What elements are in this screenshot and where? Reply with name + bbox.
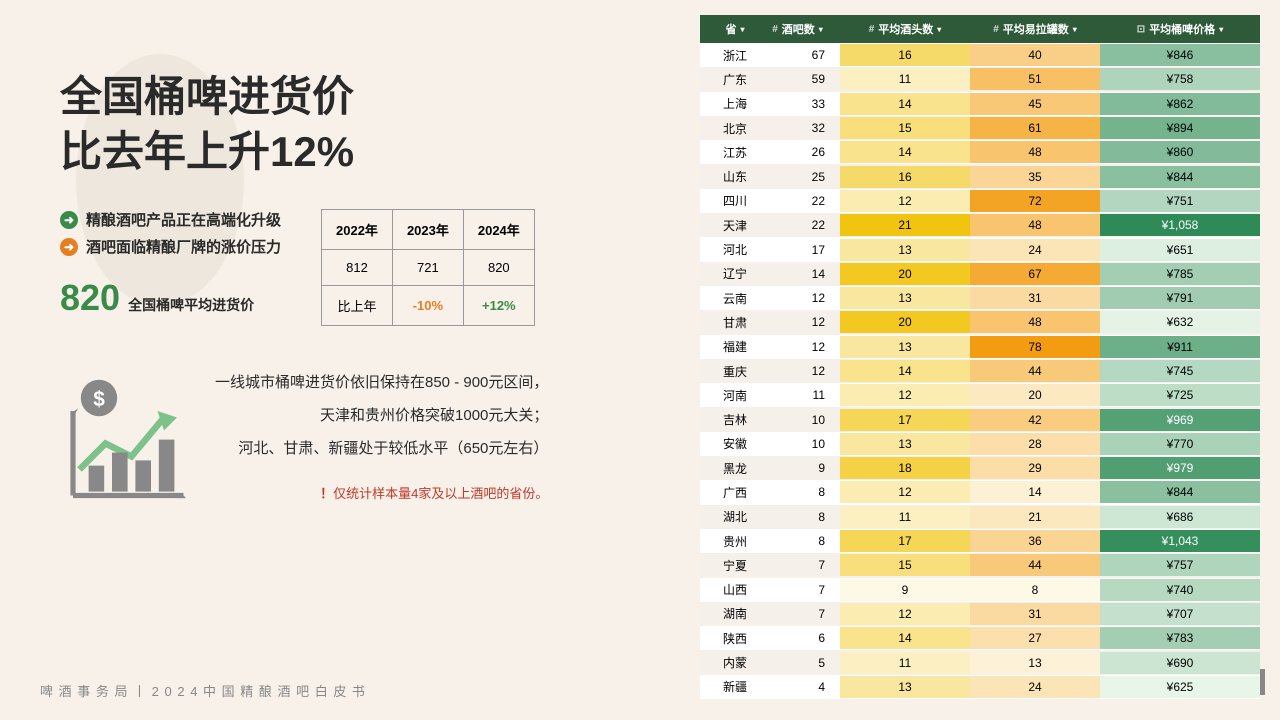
table-row: 辽宁142067¥785 <box>700 262 1260 286</box>
chevron-down-icon: ▾ <box>937 25 941 34</box>
footnote: ！仅统计样本量4家及以上酒吧的省份。 <box>215 480 548 509</box>
year-comparison-table: 2022年2023年2024年 812721820 比上年-10%+12% <box>321 209 535 326</box>
big-stat-value: 820 <box>60 277 120 319</box>
table-row: 贵州81736¥1,043 <box>700 529 1260 553</box>
table-row: 河北171324¥651 <box>700 237 1260 261</box>
table-row: 江苏261448¥860 <box>700 140 1260 164</box>
province-data-table: 省▾ #酒吧数▾ #平均酒头数▾ #平均易拉罐数▾ ⊡平均桶啤价格▾ 浙江671… <box>700 15 1260 699</box>
table-row: 北京321561¥894 <box>700 116 1260 140</box>
table-row: 宁夏71544¥757 <box>700 553 1260 577</box>
description-text: 一线城市桶啤进货价依旧保持在850 - 900元区间， 天津和贵州价格突破100… <box>215 366 548 509</box>
chevron-down-icon: ▾ <box>1073 25 1077 34</box>
table-row: 黑龙91829¥979 <box>700 456 1260 480</box>
table-row: 湖南71231¥707 <box>700 602 1260 626</box>
table-row: 山西798¥740 <box>700 578 1260 602</box>
table-row: 广东591151¥758 <box>700 67 1260 91</box>
table-header-row: 省▾ #酒吧数▾ #平均酒头数▾ #平均易拉罐数▾ ⊡平均桶啤价格▾ <box>700 15 1260 43</box>
bullet-list: ➜精酿酒吧产品正在高端化升级 ➜酒吧面临精酿厂牌的涨价压力 <box>60 209 281 257</box>
bullet-item: ➜精酿酒吧产品正在高端化升级 <box>60 209 281 230</box>
table-row: 内蒙51113¥690 <box>700 650 1260 674</box>
chevron-down-icon: ▾ <box>819 25 823 34</box>
bullet-item: ➜酒吧面临精酿厂牌的涨价压力 <box>60 236 281 257</box>
big-stat: 820 全国桶啤平均进货价 <box>60 277 281 319</box>
growth-chart-icon: $ <box>60 372 190 502</box>
chevron-down-icon: ▾ <box>1219 25 1223 34</box>
table-row: 湖北81121¥686 <box>700 505 1260 529</box>
table-row: 新疆41324¥625 <box>700 675 1260 699</box>
table-row: 广西81214¥844 <box>700 480 1260 504</box>
table-row: 天津222148¥1,058 <box>700 213 1260 237</box>
table-row: 陕西61427¥783 <box>700 626 1260 650</box>
big-stat-label: 全国桶啤平均进货价 <box>128 295 254 315</box>
table-row: 重庆121444¥745 <box>700 359 1260 383</box>
table-row: 浙江671640¥846 <box>700 43 1260 67</box>
table-row: 河南111220¥725 <box>700 383 1260 407</box>
left-content-panel: 全国桶啤进货价 比去年上升12% ➜精酿酒吧产品正在高端化升级 ➜酒吧面临精酿厂牌… <box>60 70 660 509</box>
main-title: 全国桶啤进货价 比去年上升12% <box>60 70 660 179</box>
arrow-right-icon: ➜ <box>60 211 78 229</box>
chevron-down-icon: ▾ <box>740 25 744 34</box>
table-row: 安徽101328¥770 <box>700 432 1260 456</box>
table-row: 吉林101742¥969 <box>700 407 1260 431</box>
table-row: 福建121378¥911 <box>700 335 1260 359</box>
table-row: 云南121331¥791 <box>700 286 1260 310</box>
table-row: 四川221272¥751 <box>700 189 1260 213</box>
table-row: 甘肃122048¥632 <box>700 310 1260 334</box>
table-row: 上海331445¥862 <box>700 92 1260 116</box>
footer-text: 啤 酒 事 务 局 丨 2 0 2 4 中 国 精 酿 酒 吧 白 皮 书 <box>40 681 366 700</box>
svg-text:$: $ <box>93 388 105 411</box>
arrow-right-icon: ➜ <box>60 238 78 256</box>
table-row: 山东251635¥844 <box>700 164 1260 188</box>
